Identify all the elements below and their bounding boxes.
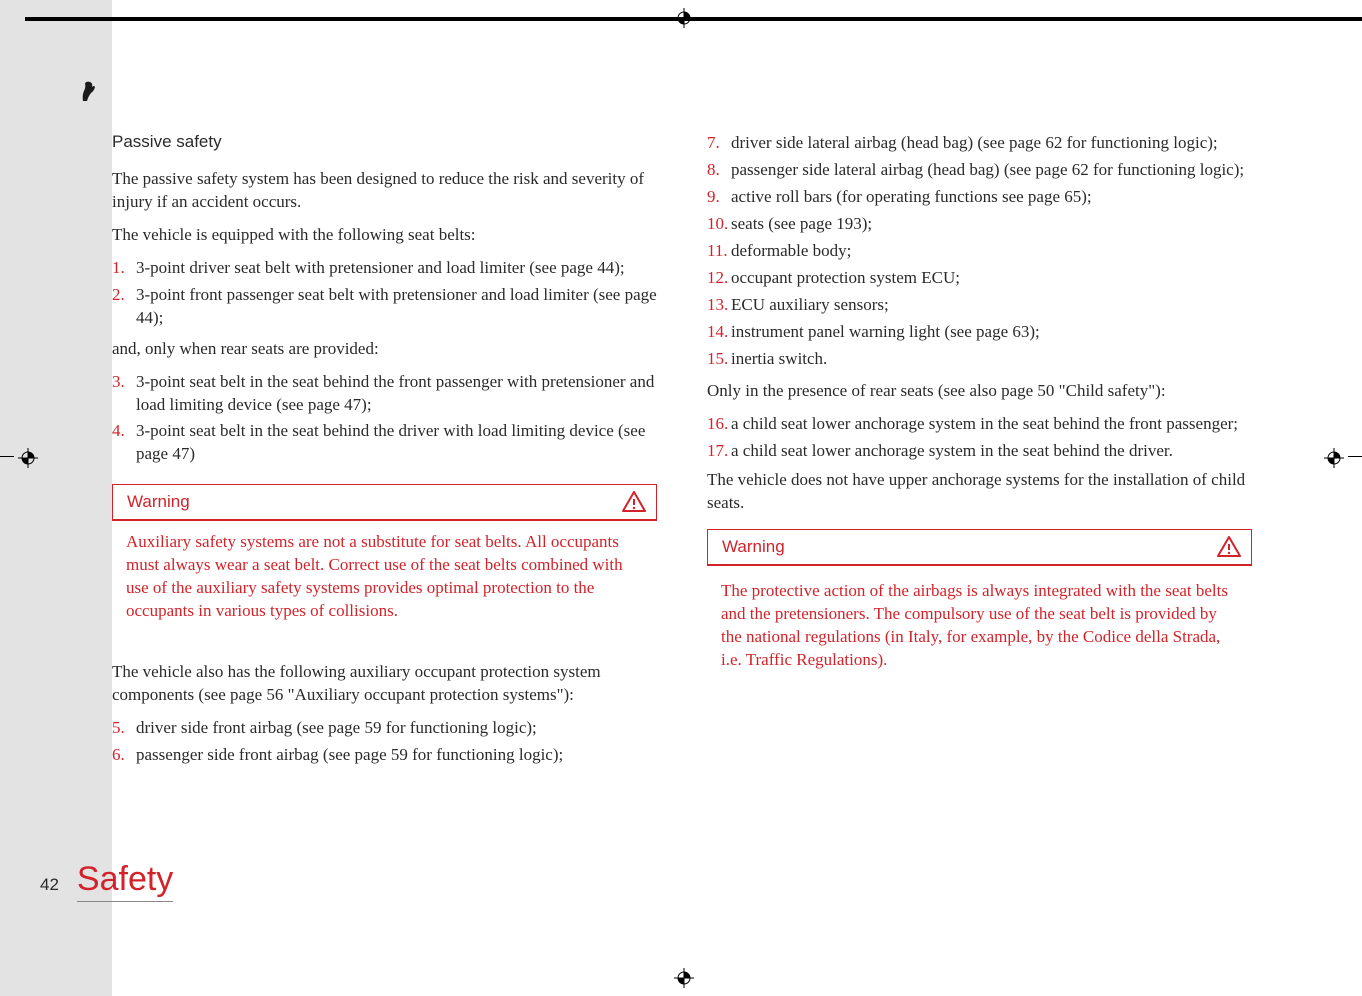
section-name: Safety [77,860,173,902]
item-number: 12. [707,267,731,290]
item-text: inertia switch. [731,348,1252,371]
rear-only-text: Only in the presence of rear seats (see … [707,380,1252,403]
list-item: 1.3-point driver seat belt with pretensi… [112,257,657,280]
item-number: 5. [112,717,136,740]
warning-header: Warning [708,530,1251,565]
item-text: occupant protection system ECU; [731,267,1252,290]
item-text: deformable body; [731,240,1252,263]
item-text: a child seat lower anchorage system in t… [731,440,1252,463]
item-text: instrument panel warning light (see page… [731,321,1252,344]
list-item: 13.ECU auxiliary sensors; [707,294,1252,317]
item-text: 3-point seat belt in the seat behind the… [136,420,657,466]
item-number: 8. [707,159,731,182]
item-text: driver side lateral airbag (head bag) (s… [731,132,1252,155]
registration-mark-icon [674,968,694,988]
list-item: 12.occupant protection system ECU; [707,267,1252,290]
list-item: 15.inertia switch. [707,348,1252,371]
list-item: 11.deformable body; [707,240,1252,263]
item-text: driver side front airbag (see page 59 fo… [136,717,657,740]
item-number: 14. [707,321,731,344]
left-column: Passive safety The passive safety system… [112,132,657,771]
list-item: 2.3-point front passenger seat belt with… [112,284,657,330]
page-footer: 42 Safety [40,860,173,902]
warning-title: Warning [722,537,785,557]
item-text: 3-point seat belt in the seat behind the… [136,371,657,417]
item-number: 17. [707,440,731,463]
list-item: 9.active roll bars (for operating functi… [707,186,1252,209]
item-number: 1. [112,257,136,280]
registration-mark-icon [1324,448,1344,468]
list-item: 3.3-point seat belt in the seat behind t… [112,371,657,417]
list-item: 16.a child seat lower anchorage system i… [707,413,1252,436]
no-upper-text: The vehicle does not have upper anchorag… [707,469,1252,515]
list-item: 4.3-point seat belt in the seat behind t… [112,420,657,466]
item-number: 6. [112,744,136,767]
section-heading: Passive safety [112,132,657,152]
item-text: ECU auxiliary sensors; [731,294,1252,317]
item-number: 11. [707,240,731,263]
belts-intro: The vehicle is equipped with the followi… [112,224,657,247]
registration-mark-icon [674,8,694,28]
item-number: 7. [707,132,731,155]
list-item: 17.a child seat lower anchorage system i… [707,440,1252,463]
item-text: 3-point driver seat belt with pretension… [136,257,657,280]
right-column: 7.driver side lateral airbag (head bag) … [707,132,1252,771]
page-number: 42 [40,875,59,895]
item-number: 9. [707,186,731,209]
warning-header: Warning [113,485,656,520]
list-item: 14.instrument panel warning light (see p… [707,321,1252,344]
item-number: 16. [707,413,731,436]
item-text: a child seat lower anchorage system in t… [731,413,1252,436]
warning-box-1: Warning [112,484,657,521]
item-number: 2. [112,284,136,330]
main-content: Passive safety The passive safety system… [112,132,1292,771]
item-text: 3-point front passenger seat belt with p… [136,284,657,330]
list-item: 5.driver side front airbag (see page 59 … [112,717,657,740]
rear-intro: and, only when rear seats are provided: [112,338,657,361]
warning-triangle-icon [1217,536,1241,558]
warning-body-text: Auxiliary safety systems are not a subst… [112,531,657,637]
item-number: 4. [112,420,136,466]
warning-body-text: The protective action of the airbags is … [707,580,1252,672]
intro-text: The passive safety system has been desig… [112,168,657,214]
aux-intro: The vehicle also has the following auxil… [112,661,657,707]
item-text: seats (see page 193); [731,213,1252,236]
list-item: 8.passenger side lateral airbag (head ba… [707,159,1252,182]
item-text: passenger side front airbag (see page 59… [136,744,657,767]
warning-box-2: Warning [707,529,1252,566]
item-number: 3. [112,371,136,417]
item-text: passenger side lateral airbag (head bag)… [731,159,1252,182]
item-text: active roll bars (for operating function… [731,186,1252,209]
crop-mark [0,456,14,457]
registration-mark-icon [18,448,38,468]
item-number: 13. [707,294,731,317]
crop-mark [1348,456,1362,457]
list-item: 6.passenger side front airbag (see page … [112,744,657,767]
warning-title: Warning [127,492,190,512]
item-number: 10. [707,213,731,236]
ferrari-logo-icon [77,75,99,103]
list-item: 7.driver side lateral airbag (head bag) … [707,132,1252,155]
item-number: 15. [707,348,731,371]
warning-triangle-icon [622,491,646,513]
sidebar-background [0,0,112,996]
list-item: 10.seats (see page 193); [707,213,1252,236]
